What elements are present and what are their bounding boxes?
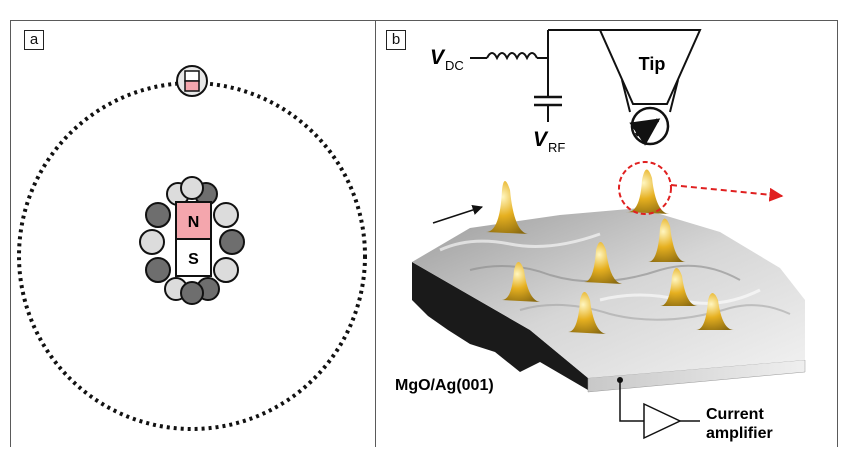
magnet-north-label: N bbox=[188, 214, 200, 231]
vrf-subscript: RF bbox=[548, 140, 565, 155]
surface-top bbox=[412, 208, 805, 378]
inductor bbox=[486, 52, 538, 61]
vdc-subscript: DC bbox=[445, 58, 464, 73]
magnet-south-label: S bbox=[188, 251, 199, 268]
vdc-label: V bbox=[430, 46, 446, 69]
tip-label: Tip bbox=[639, 54, 666, 74]
peak bbox=[502, 262, 540, 302]
panel-label-b: b bbox=[386, 30, 406, 50]
peak bbox=[660, 268, 698, 306]
substrate-label: MgO/Ag(001) bbox=[395, 377, 494, 394]
ammeter-needle bbox=[629, 118, 661, 146]
amplifier-label-2: amplifier bbox=[706, 425, 773, 442]
peak bbox=[486, 181, 528, 234]
pointer-arrow bbox=[432, 204, 483, 224]
peak bbox=[584, 242, 622, 284]
atom-diagram: N S bbox=[17, 65, 367, 431]
surface-front-face bbox=[587, 359, 806, 393]
panel-label-a: a bbox=[24, 30, 44, 50]
peak bbox=[696, 293, 734, 330]
amplifier-triangle bbox=[643, 402, 682, 440]
amplifier-lead bbox=[619, 380, 644, 422]
highlight-arrow bbox=[670, 184, 784, 202]
vrf-label: V bbox=[533, 128, 549, 151]
magnet-south bbox=[175, 238, 212, 277]
amplifier-label-1: Current bbox=[706, 406, 764, 423]
peak bbox=[648, 218, 686, 262]
figure-frame bbox=[10, 20, 838, 447]
electron-spin bbox=[176, 65, 208, 97]
circuit-diagram bbox=[470, 29, 702, 146]
surface-side-face bbox=[412, 262, 588, 390]
peak bbox=[626, 169, 670, 214]
tip bbox=[598, 29, 702, 105]
panel-divider bbox=[375, 20, 376, 447]
nucleus-lobes bbox=[139, 176, 245, 305]
peak bbox=[568, 292, 606, 334]
stm-surface bbox=[412, 169, 806, 440]
highlight-circle bbox=[618, 161, 672, 215]
atom-peaks bbox=[486, 169, 734, 334]
